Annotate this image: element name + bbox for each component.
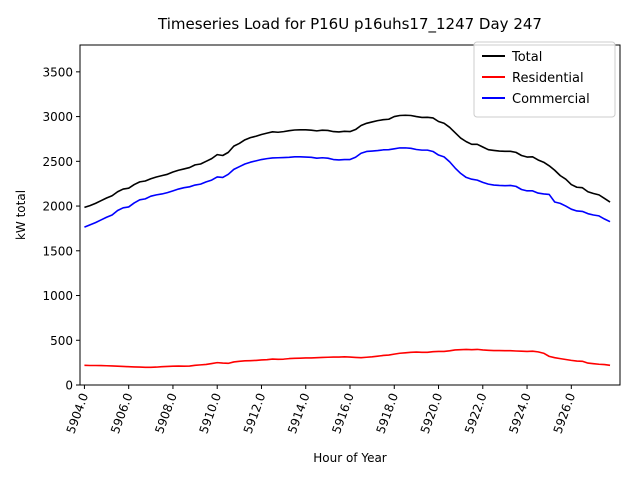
legend: Total Residential Commercial	[473, 41, 616, 118]
y-tick-label: 2000	[42, 200, 73, 214]
series-line-commercial	[84, 147, 611, 228]
legend-label-residential: Residential	[512, 71, 584, 86]
y-axis-label: kW total	[14, 190, 28, 240]
legend-box	[473, 41, 616, 118]
y-tick-label: 2500	[42, 155, 73, 169]
y-tick-label: 1000	[42, 289, 73, 303]
legend-label-commercial: Commercial	[512, 92, 590, 107]
y-axis-ticks: 0 500 1000 1500 2000 2500 3000 3500	[42, 65, 80, 393]
y-tick-label: 500	[50, 334, 73, 348]
chart-title: Timeseries Load for P16U p16uhs17_1247 D…	[157, 15, 542, 34]
x-axis-label: Hour of Year	[313, 451, 387, 465]
y-tick-label: 3000	[42, 110, 73, 124]
series-line-residential	[84, 348, 611, 369]
y-tick-label: 3500	[42, 65, 73, 79]
series-lines	[84, 114, 611, 369]
y-tick-label: 1500	[42, 244, 73, 258]
axes-frame	[79, 44, 621, 386]
y-tick-label: 0	[65, 379, 73, 393]
series-line-total	[84, 114, 611, 209]
legend-label-total: Total	[511, 50, 542, 65]
